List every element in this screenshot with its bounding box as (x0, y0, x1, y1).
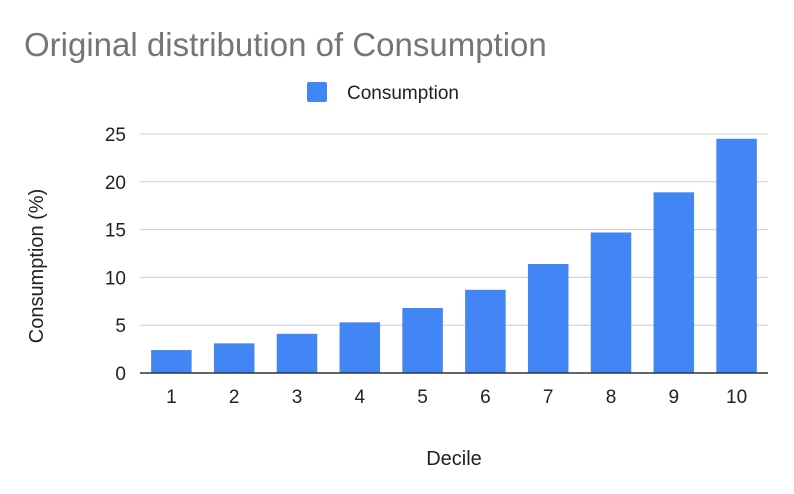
bar (465, 289, 506, 373)
x-tick-label: 9 (669, 387, 680, 408)
y-tick-label: 5 (115, 316, 126, 337)
legend: Consumption (307, 82, 459, 104)
x-axis-ticks: 1 2 3 4 5 6 7 8 9 10 (166, 387, 747, 408)
bar (151, 350, 192, 373)
x-tick-label: 1 (166, 387, 177, 408)
y-axis-ticks: 0 5 10 15 20 25 (105, 125, 126, 385)
bar (716, 138, 757, 373)
y-tick-label: 15 (105, 221, 126, 242)
bar (402, 307, 443, 373)
x-tick-label: 10 (726, 387, 747, 408)
legend-swatch (307, 82, 327, 102)
bar (339, 322, 381, 373)
y-tick-label: 10 (105, 268, 126, 289)
x-tick-label: 8 (606, 387, 617, 408)
y-axis-title: Consumption (%) (26, 189, 48, 344)
x-tick-label: 6 (480, 387, 491, 408)
bar (590, 232, 632, 373)
bar (653, 192, 695, 373)
x-tick-label: 4 (355, 387, 366, 408)
x-tick-label: 7 (543, 387, 554, 408)
bars (151, 138, 757, 373)
x-tick-label: 5 (417, 387, 428, 408)
bar (276, 333, 318, 373)
x-tick-label: 3 (292, 387, 303, 408)
bar (213, 343, 255, 373)
bar (527, 264, 569, 373)
y-tick-label: 25 (105, 125, 126, 146)
y-tick-label: 20 (105, 173, 126, 194)
x-tick-label: 2 (229, 387, 240, 408)
chart-title: Original distribution of Consumption (24, 26, 547, 63)
legend-label: Consumption (347, 83, 459, 104)
x-axis-title: Decile (426, 448, 482, 470)
y-tick-label: 0 (115, 364, 126, 385)
